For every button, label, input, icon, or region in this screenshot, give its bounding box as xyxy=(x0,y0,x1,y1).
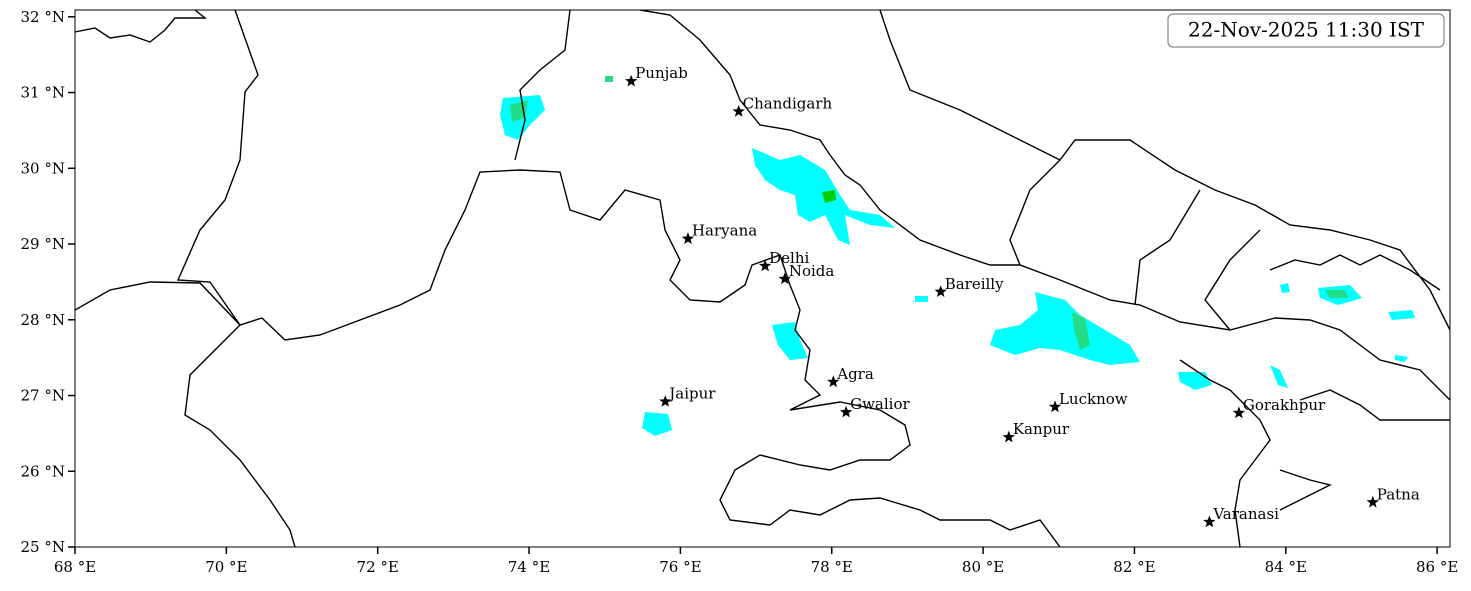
city-marker xyxy=(759,259,772,272)
title-box xyxy=(1167,13,1445,48)
rain-patch xyxy=(1395,355,1408,362)
city-label: Punjab xyxy=(635,64,688,82)
y-tick-label: 29 °N xyxy=(21,235,65,253)
rain-patch xyxy=(510,100,528,122)
city-marker xyxy=(839,405,853,418)
city-label: Bareilly xyxy=(945,275,1004,293)
city-label: Agra xyxy=(836,365,874,383)
boundary xyxy=(1204,229,1261,331)
city-label: Patna xyxy=(1377,485,1420,503)
city-marker xyxy=(1366,495,1379,508)
y-tick-label: 27 °N xyxy=(21,387,65,405)
city-label: Haryana xyxy=(692,222,757,240)
rain-patch xyxy=(915,296,928,302)
x-tick-label: 70 °E xyxy=(205,558,247,576)
rain-patch xyxy=(1072,312,1090,350)
x-tick-label: 80 °E xyxy=(962,558,1004,576)
x-tick-label: 68 °E xyxy=(54,558,96,576)
rain-patch xyxy=(1270,365,1288,388)
city-marker xyxy=(681,232,695,244)
y-tick-label: 30 °N xyxy=(21,159,65,177)
precipitation xyxy=(500,76,1415,436)
boundary xyxy=(75,281,296,547)
city-marker xyxy=(1203,515,1216,528)
city-label: Delhi xyxy=(769,249,809,267)
city-label: Varanasi xyxy=(1212,505,1279,523)
boundary xyxy=(176,10,1061,547)
city-marker xyxy=(732,105,745,117)
x-tick-label: 82 °E xyxy=(1113,558,1155,576)
city-marker xyxy=(778,272,791,285)
boundary xyxy=(1299,389,1450,421)
map-title: 22-Nov-2025 11:30 IST xyxy=(1188,18,1425,42)
city-label: Noida xyxy=(789,262,835,280)
city-label: Gorakhpur xyxy=(1243,396,1326,414)
boundary xyxy=(1279,469,1333,511)
city-marker xyxy=(1048,400,1062,413)
city-label: Kanpur xyxy=(1013,420,1070,438)
plot-frame xyxy=(74,9,1451,548)
rain-patch xyxy=(642,412,672,436)
x-tick-label: 78 °E xyxy=(811,558,853,576)
boundary xyxy=(1134,189,1201,306)
rain-patch xyxy=(1280,283,1290,293)
x-tick-label: 84 °E xyxy=(1265,558,1307,576)
x-tick-label: 72 °E xyxy=(357,558,399,576)
x-tick-label: 86 °E xyxy=(1416,558,1458,576)
map-layers xyxy=(75,10,1450,547)
city-marker xyxy=(827,375,840,388)
city-label: Jaipur xyxy=(667,385,716,403)
boundary xyxy=(879,10,1450,331)
boundary xyxy=(75,10,207,43)
y-tick-label: 28 °N xyxy=(21,311,65,329)
boundary xyxy=(639,10,1450,401)
rain-patch xyxy=(1388,310,1415,320)
city-marker xyxy=(659,395,672,407)
city-label: Gwalior xyxy=(850,395,910,413)
boundaries xyxy=(75,10,1450,547)
y-tick-label: 31 °N xyxy=(21,84,65,102)
boundary xyxy=(1179,359,1271,547)
x-tick-label: 74 °E xyxy=(508,558,550,576)
city-label: Chandigarh xyxy=(743,94,833,112)
city-marker xyxy=(934,285,947,297)
y-tick-label: 25 °N xyxy=(21,538,65,556)
rain-patch xyxy=(772,322,808,360)
rain-patch xyxy=(990,292,1140,365)
boundary xyxy=(514,10,571,161)
x-tick-label: 76 °E xyxy=(659,558,701,576)
y-tick-label: 26 °N xyxy=(21,462,65,480)
city-marker xyxy=(1232,406,1246,419)
y-tick-label: 32 °N xyxy=(21,8,65,26)
rain-patch xyxy=(1325,290,1348,298)
rain-patch xyxy=(1178,372,1212,390)
city-marker xyxy=(1002,430,1015,443)
city-label: Lucknow xyxy=(1059,390,1128,408)
boundary xyxy=(1009,159,1061,266)
rain-patch xyxy=(605,76,613,82)
boundary xyxy=(1269,254,1441,291)
city-marker xyxy=(625,74,638,87)
rain-patch xyxy=(822,190,836,203)
